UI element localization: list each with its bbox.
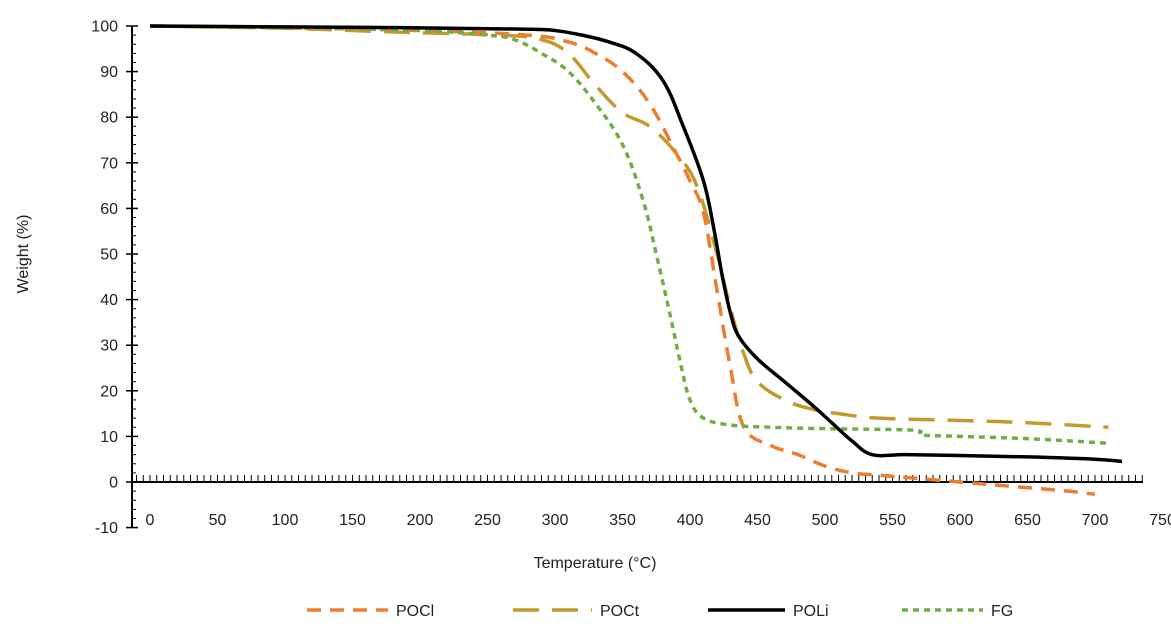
y-tick-label: 50 xyxy=(100,247,118,264)
y-tick-label: 60 xyxy=(100,201,118,218)
y-tick-label: -10 xyxy=(95,520,118,537)
series-line-poct xyxy=(149,24,1109,430)
ticks: -10 0 10 20 30 40 50 60 70 80 90 100 0 50 100 150 200 250… xyxy=(91,19,1171,538)
y-tick-label: 80 xyxy=(100,110,118,127)
legend: POCl POCt POLi FG xyxy=(307,603,1013,620)
x-tick-label: 150 xyxy=(339,512,366,529)
x-tick-label: 250 xyxy=(474,512,501,529)
y-tick-label: 70 xyxy=(100,155,118,172)
legend-label-fg: FG xyxy=(991,603,1013,620)
axes xyxy=(131,26,1143,528)
legend-label-poli: POLi xyxy=(793,603,829,620)
x-tick-label: 200 xyxy=(407,512,434,529)
x-tick-label: 750 xyxy=(1149,512,1171,529)
x-axis-title: Temperature (°C) xyxy=(534,555,657,572)
x-tick-label: 450 xyxy=(744,512,771,529)
x-tick-label: 700 xyxy=(1082,512,1109,529)
series-layer xyxy=(149,24,1123,497)
legend-label-poct: POCt xyxy=(600,603,640,620)
x-tick-label: 650 xyxy=(1014,512,1041,529)
x-tick-label: 50 xyxy=(209,512,227,529)
x-tick-label: 0 xyxy=(146,512,155,529)
y-tick-label: 40 xyxy=(100,292,118,309)
x-tick-label: 300 xyxy=(542,512,569,529)
y-tick-label: 0 xyxy=(109,475,118,492)
y-tick-label: 20 xyxy=(100,383,118,400)
series-line-pocl xyxy=(149,24,1096,497)
y-axis-title: Weight (%) xyxy=(15,215,32,294)
x-tick-label: 100 xyxy=(272,512,299,529)
x-tick-label: 500 xyxy=(812,512,839,529)
legend-label-pocl: POCl xyxy=(396,603,434,620)
x-tick-label: 600 xyxy=(947,512,974,529)
series-line-fg xyxy=(149,24,1109,445)
y-tick-label: 10 xyxy=(100,429,118,446)
x-tick-label: 350 xyxy=(609,512,636,529)
y-tick-label: 90 xyxy=(100,64,118,81)
y-tick-label: 30 xyxy=(100,338,118,355)
x-tick-label: 400 xyxy=(677,512,704,529)
x-tick-label: 550 xyxy=(879,512,906,529)
series-line-poli xyxy=(149,24,1123,464)
y-tick-label: 100 xyxy=(91,19,118,36)
